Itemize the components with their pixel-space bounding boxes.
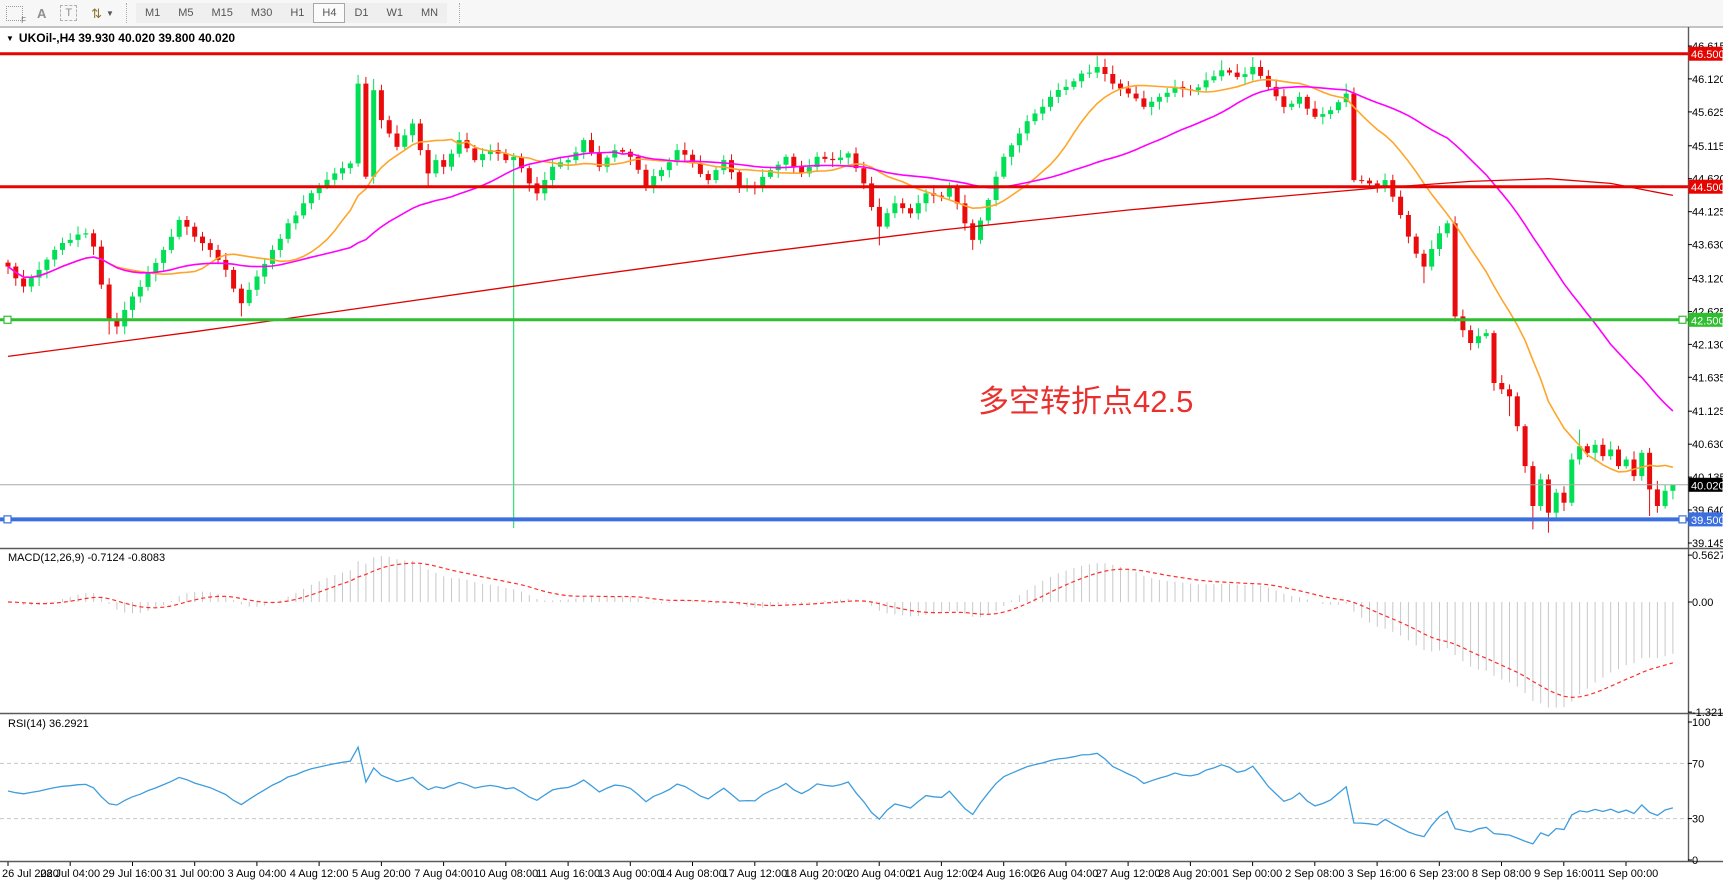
timeframe-h4[interactable]: H4 (313, 3, 346, 23)
toolbar-separator (125, 3, 128, 23)
grid-f-label: F (21, 15, 26, 25)
macd-indicator-label: MACD(12,26,9) -0.7124 -0.8083 (8, 552, 166, 564)
svg-text:30: 30 (1692, 814, 1704, 826)
svg-text:43.630: 43.630 (1692, 240, 1723, 252)
timeframe-h1[interactable]: H1 (281, 3, 314, 23)
symbol-title[interactable]: ▼ UKOil-,H4 39.930 40.020 39.800 40.020 (6, 31, 235, 45)
svg-text:39.145: 39.145 (1692, 538, 1723, 550)
svg-text:17 Aug 12:00: 17 Aug 12:00 (722, 868, 787, 880)
candles-layer (5, 55, 1676, 533)
svg-text:40.630: 40.630 (1692, 439, 1723, 451)
svg-text:0: 0 (1692, 855, 1698, 867)
macd-layer (7, 556, 1674, 708)
svg-text:14 Aug 08:00: 14 Aug 08:00 (660, 868, 725, 880)
arrows-glyph: ⇅ (91, 5, 103, 21)
svg-text:41.635: 41.635 (1692, 372, 1723, 384)
svg-text:0.5627: 0.5627 (1692, 550, 1723, 562)
svg-text:6 Sep 23:00: 6 Sep 23:00 (1410, 868, 1469, 880)
timeframe-d1[interactable]: D1 (345, 3, 378, 23)
svg-text:46.120: 46.120 (1692, 74, 1723, 86)
symbol-title-text: UKOil-,H4 39.930 40.020 39.800 40.020 (18, 31, 236, 45)
timeframe-m15[interactable]: M15 (202, 3, 242, 23)
timeframe-w1[interactable]: W1 (377, 3, 413, 23)
chart-annotation-text[interactable]: 多空转折点42.5 (978, 384, 1194, 419)
timeframe-mn[interactable]: MN (412, 3, 448, 23)
svg-text:-1.3216: -1.3216 (1692, 707, 1723, 719)
timeframe-m5[interactable]: M5 (169, 3, 203, 23)
svg-text:21 Aug 12:00: 21 Aug 12:00 (909, 868, 974, 880)
svg-text:28 Aug 20:00: 28 Aug 20:00 (1158, 868, 1223, 880)
svg-text:100: 100 (1692, 717, 1710, 729)
svg-text:31 Jul 00:00: 31 Jul 00:00 (165, 868, 225, 880)
svg-text:26 Jul 2020: 26 Jul 2020 (2, 868, 59, 880)
svg-text:18 Aug 20:00: 18 Aug 20:00 (785, 868, 850, 880)
svg-text:45.625: 45.625 (1692, 107, 1723, 119)
svg-text:70: 70 (1692, 758, 1704, 770)
svg-text:10 Aug 08:00: 10 Aug 08:00 (473, 868, 538, 880)
svg-text:13 Aug 00:00: 13 Aug 00:00 (598, 868, 663, 880)
svg-text:3 Sep 16:00: 3 Sep 16:00 (1347, 868, 1406, 880)
svg-text:43.120: 43.120 (1692, 274, 1723, 286)
svg-text:40.020: 40.020 (1691, 480, 1723, 492)
svg-text:44.125: 44.125 (1692, 207, 1723, 219)
toolbar: F A T ⇅ ▼ M1 M5 M15 M30 H1 H4 D1 W1 MN (0, 0, 1723, 27)
svg-text:4 Aug 12:00: 4 Aug 12:00 (290, 868, 349, 880)
svg-text:7 Aug 04:00: 7 Aug 04:00 (414, 868, 473, 880)
svg-text:39.500: 39.500 (1691, 515, 1723, 527)
timeframe-m30[interactable]: M30 (241, 3, 282, 23)
svg-text:45.115: 45.115 (1692, 141, 1723, 153)
svg-text:27 Aug 12:00: 27 Aug 12:00 (1096, 868, 1161, 880)
svg-text:20 Aug 04:00: 20 Aug 04:00 (847, 868, 912, 880)
rsi-layer (0, 745, 1688, 845)
cursor-mode-icon[interactable]: ⇅ ▼ (91, 7, 114, 20)
svg-text:41.125: 41.125 (1692, 406, 1723, 418)
svg-text:11 Sep 00:00: 11 Sep 00:00 (1594, 868, 1659, 880)
toolbar-separator (459, 3, 461, 23)
svg-text:28 Jul 04:00: 28 Jul 04:00 (40, 868, 100, 880)
moving-averages-layer (7, 78, 1674, 473)
dropdown-caret-icon[interactable]: ▼ (106, 8, 114, 18)
collapse-arrow-icon[interactable]: ▼ (6, 33, 14, 43)
axis-chrome-layer: 46.61546.12045.62545.11544.62044.12543.6… (0, 27, 1723, 880)
svg-text:42.130: 42.130 (1692, 339, 1723, 351)
svg-text:29 Jul 16:00: 29 Jul 16:00 (103, 868, 163, 880)
font-tool-icon[interactable]: A (37, 5, 47, 21)
svg-text:24 Aug 16:00: 24 Aug 16:00 (971, 868, 1036, 880)
timeframe-m1[interactable]: M1 (135, 3, 170, 23)
svg-text:44.500: 44.500 (1691, 182, 1723, 194)
text-tool-icon[interactable]: T (60, 5, 78, 21)
horizontal-lines-layer[interactable] (0, 52, 1688, 524)
svg-text:1 Sep 00:00: 1 Sep 00:00 (1223, 868, 1282, 880)
svg-text:5 Aug 20:00: 5 Aug 20:00 (352, 868, 411, 880)
svg-text:46.500: 46.500 (1691, 49, 1723, 61)
svg-text:11 Aug 16:00: 11 Aug 16:00 (536, 868, 600, 880)
svg-text:26 Aug 04:00: 26 Aug 04:00 (1033, 868, 1098, 880)
svg-text:3 Aug 04:00: 3 Aug 04:00 (228, 868, 287, 880)
rsi-indicator-label: RSI(14) 36.2921 (8, 718, 89, 730)
chart-grid-icon[interactable]: F (6, 5, 26, 25)
svg-text:9 Sep 16:00: 9 Sep 16:00 (1534, 868, 1593, 880)
svg-text:0.00: 0.00 (1692, 597, 1713, 609)
svg-text:8 Sep 08:00: 8 Sep 08:00 (1472, 868, 1531, 880)
svg-text:2 Sep 08:00: 2 Sep 08:00 (1285, 868, 1344, 880)
svg-text:42.500: 42.500 (1691, 315, 1723, 327)
